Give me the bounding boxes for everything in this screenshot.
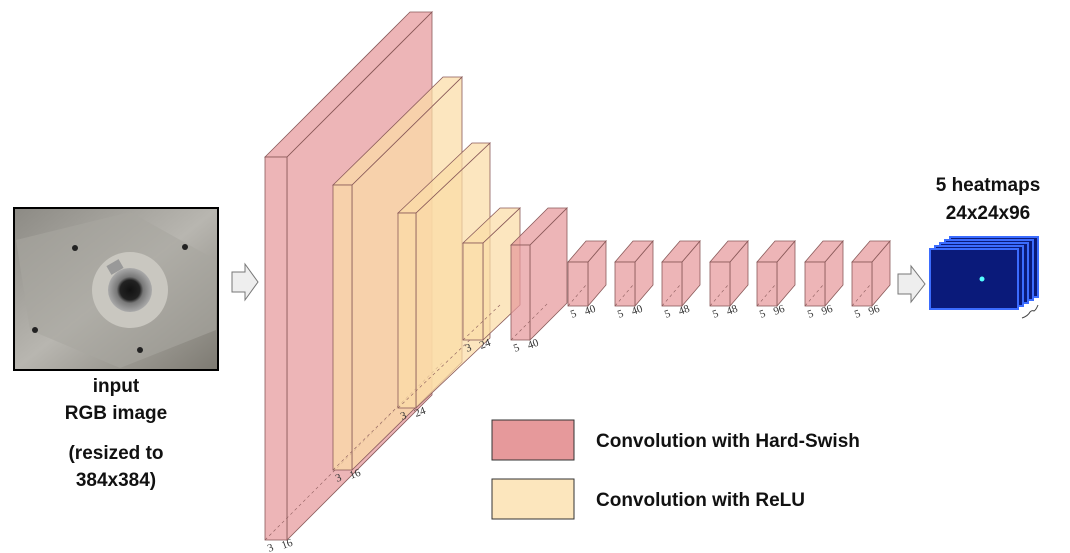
conv-layer: 5 48 xyxy=(710,241,748,321)
input-label: RGB image xyxy=(65,403,167,424)
conv-layer: 5 96 xyxy=(852,241,890,321)
kernel-size: 5 xyxy=(663,307,673,320)
layer-front xyxy=(463,243,483,340)
channels: 16 xyxy=(348,467,363,482)
layer-front xyxy=(710,262,730,306)
input-label: input xyxy=(93,376,140,397)
input-image xyxy=(14,208,218,370)
channels: 24 xyxy=(478,337,493,352)
layer-front xyxy=(511,245,530,340)
kernel-size: 5 xyxy=(758,307,768,320)
arrow xyxy=(232,264,258,300)
output-title: 24x24x96 xyxy=(946,203,1031,224)
kernel-size: 5 xyxy=(616,307,626,320)
channels: 48 xyxy=(677,303,692,318)
arrow xyxy=(898,266,925,302)
channels: 40 xyxy=(526,337,541,352)
input-note: 384x384) xyxy=(76,470,156,491)
kernel-size: 5 xyxy=(569,307,579,320)
legend-label: Convolution with ReLU xyxy=(596,490,805,511)
channels: 96 xyxy=(867,303,882,318)
layer-front xyxy=(805,262,825,306)
kernel-size: 3 xyxy=(266,541,276,553)
output-title: 5 heatmaps xyxy=(936,175,1041,196)
legend-label: Convolution with Hard-Swish xyxy=(596,431,860,452)
heatmaps xyxy=(930,237,1038,318)
legend-swatch xyxy=(492,479,574,519)
conv-layer: 5 48 xyxy=(662,241,700,321)
diagram: input RGB image (resized to 384x384) 3 16… xyxy=(0,0,1070,553)
layer-front xyxy=(265,157,287,540)
layer-front xyxy=(662,262,682,306)
channels: 24 xyxy=(413,405,428,420)
conv-layer: 5 96 xyxy=(757,241,795,321)
channels: 48 xyxy=(725,303,740,318)
kernel-size: 5 xyxy=(711,307,721,320)
kernel-size: 5 xyxy=(853,307,863,320)
layer-front xyxy=(568,262,588,306)
conv-layer: 5 96 xyxy=(805,241,843,321)
conv-layer: 5 40 xyxy=(568,241,606,321)
legend-swatch xyxy=(492,420,574,460)
legend: Convolution with Hard-Swish Convolution w… xyxy=(492,420,860,519)
layer-front xyxy=(333,185,352,470)
input-note: (resized to xyxy=(68,443,163,464)
layer-front xyxy=(852,262,872,306)
layer-front xyxy=(757,262,777,306)
layer-front xyxy=(398,213,416,408)
layer-front xyxy=(615,262,635,306)
conv-layer: 5 40 xyxy=(615,241,653,321)
channels: 40 xyxy=(630,303,645,318)
kernel-size: 5 xyxy=(806,307,816,320)
kernel-size: 5 xyxy=(512,341,522,354)
channels: 96 xyxy=(772,303,787,318)
channels: 96 xyxy=(820,303,835,318)
channels: 16 xyxy=(280,537,295,552)
channels: 40 xyxy=(583,303,598,318)
